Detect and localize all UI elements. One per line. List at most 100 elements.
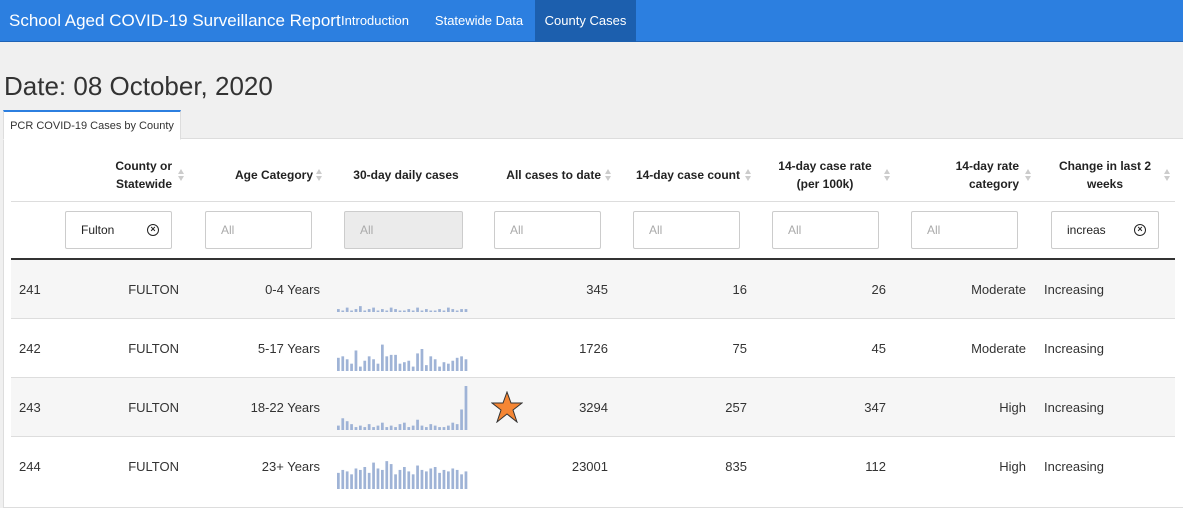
header-change[interactable]: Change in last 2 weeks [1050,157,1160,193]
spark-bar [345,471,349,489]
spark-bar [429,356,433,371]
spark-bar [429,310,433,312]
spark-bar [455,357,459,371]
clear-icon[interactable]: × [147,224,159,236]
spark-bar [385,356,389,371]
filter-all-cases-input[interactable]: All [494,211,601,249]
row-change: Increasing [1044,459,1104,474]
spark-bar [337,357,340,371]
sort-icon[interactable] [1025,167,1032,183]
nav-county-cases[interactable]: County Cases [535,0,636,42]
spark-bar [354,309,358,312]
spark-bar [350,363,353,371]
sparkline-3 [337,461,468,489]
header-14day-rate[interactable]: 14-day case rate (per 100k) [770,157,880,193]
spark-bar [354,427,358,430]
sort-icon[interactable] [605,167,612,183]
sort-icon[interactable] [178,167,185,183]
spark-bar [354,350,358,371]
clear-icon[interactable]: × [1134,224,1146,236]
header-14day-rate-line1: 14-day case rate [778,159,872,173]
spark-bar [438,472,441,489]
spark-bar [464,471,468,489]
spark-bar [451,360,455,371]
spark-bar [398,310,402,312]
sort-icon[interactable] [745,167,752,183]
spark-bar [350,310,353,312]
table-row[interactable]: 244 FULTON 23+ Years 23001 835 112 High … [11,437,1175,496]
spark-bar [345,359,349,371]
sort-icon[interactable] [316,167,323,183]
header-divider [11,201,1175,202]
spark-bar [438,366,441,371]
spark-bar [416,353,419,371]
spark-bar [381,469,384,489]
row-county: FULTON [128,400,179,415]
header-county[interactable]: County or Statewide [90,157,172,193]
spark-bar [376,468,380,489]
row-all-cases: 345 [586,282,608,297]
header-14day-rate-line2: (per 100k) [796,177,854,191]
row-14day-count: 835 [725,459,747,474]
spark-bar [398,363,402,371]
nav-statewide-data[interactable]: Statewide Data [434,13,524,28]
filter-age-input[interactable]: All [205,211,312,249]
row-14day-rate: 26 [871,282,886,297]
row-id: 243 [19,400,41,415]
spark-bar [447,307,450,312]
row-rate-category: Moderate [971,341,1026,356]
spark-bar [425,309,428,312]
table-row[interactable]: 241 FULTON 0-4 Years 345 16 26 Moderate … [11,260,1175,319]
spark-bar [411,366,415,371]
spark-bar [447,471,450,489]
header-rate-category-line2: category [968,177,1019,191]
header-county-line1: County or [115,159,172,173]
spark-bar [460,309,463,312]
header-14day-count[interactable]: 14-day case count [635,168,740,182]
row-age: 18-22 Years [250,400,320,415]
filter-14day-count-input[interactable]: All [633,211,740,249]
page-date: Date: 08 October, 2020 [4,71,273,101]
filter-change-value: increas [1067,223,1106,237]
row-all-cases: 23001 [571,459,608,474]
spark-bar [407,471,411,489]
filter-county-input[interactable]: Fulton × [65,211,172,249]
spark-bar [425,471,428,489]
spark-bar [464,359,468,371]
sort-icon[interactable] [1164,167,1171,183]
app-title[interactable]: School Aged COVID-19 Surveillance Report [9,11,341,30]
spark-bar [367,309,371,312]
row-age: 23+ Years [261,459,320,474]
spark-bar [367,356,371,371]
spark-bar [385,310,389,312]
spark-bar [433,467,437,489]
spark-bar [363,310,367,312]
sparkline-2 [337,386,468,430]
spark-bar [433,425,437,430]
table-row[interactable]: 242 FULTON 5-17 Years 1726 75 45 Moderat… [11,319,1175,378]
filter-change-input[interactable]: increas × [1051,211,1159,249]
spark-bar [345,421,349,430]
header-age[interactable]: Age Category [234,168,313,182]
spark-bar [416,419,419,430]
spark-bar [363,360,367,371]
sort-icon[interactable] [884,167,891,183]
table-row[interactable]: 243 FULTON 18-22 Years 3294 257 347 High… [11,378,1175,437]
row-all-cases: 3294 [579,400,608,415]
sparkline-0 [337,306,468,312]
tab-pcr-cases[interactable]: PCR COVID-19 Cases by County [3,110,181,140]
header-rate-category[interactable]: 14-day rate category [910,157,1019,193]
filter-rate-category-input[interactable]: All [911,211,1018,249]
spark-bar [425,427,428,430]
header-all-cases[interactable]: All cases to date [506,168,601,182]
spark-bar [407,309,411,312]
row-14day-rate: 45 [871,341,886,356]
nav-introduction[interactable]: Introduction [341,13,409,28]
spark-bar [451,309,455,312]
filter-14day-rate-input[interactable]: All [772,211,879,249]
spark-bar [337,472,340,489]
spark-bar [403,467,406,489]
spark-bar [394,354,397,371]
row-14day-rate: 347 [864,400,886,415]
spark-bar [407,427,411,430]
